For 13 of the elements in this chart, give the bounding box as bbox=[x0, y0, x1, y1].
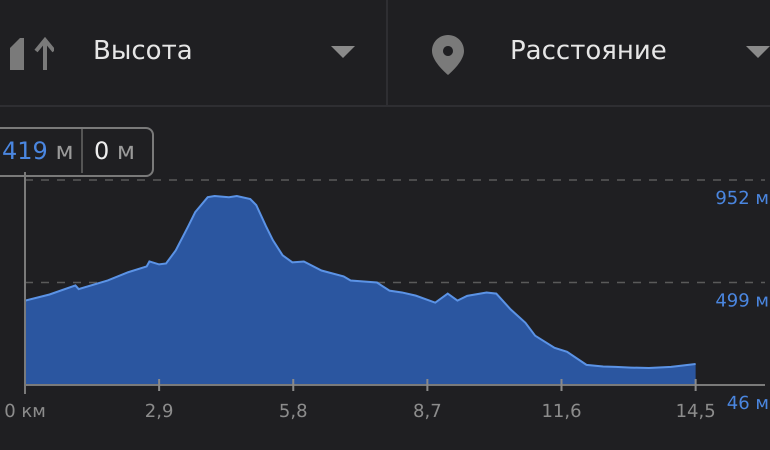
x-axis-title: Расстояние bbox=[510, 36, 667, 66]
y-axis-title: Высота bbox=[93, 36, 193, 66]
text: 0 м bbox=[94, 137, 136, 165]
x-tick-label: 11,6 bbox=[541, 401, 582, 422]
x-tick-label: 2,9 bbox=[144, 401, 174, 422]
y-tick-label: 46 м bbox=[726, 393, 769, 414]
x-tick-label: 0 км bbox=[4, 401, 46, 422]
x-tick-label: 8,7 bbox=[413, 401, 442, 422]
y-tick-label: 499 м bbox=[715, 290, 769, 312]
x-tick-label: 5,8 bbox=[278, 401, 308, 422]
y-tick-label: 952 м bbox=[715, 188, 769, 209]
x-tick-label: 14,5 bbox=[676, 401, 716, 422]
text: 419 м bbox=[2, 137, 74, 165]
